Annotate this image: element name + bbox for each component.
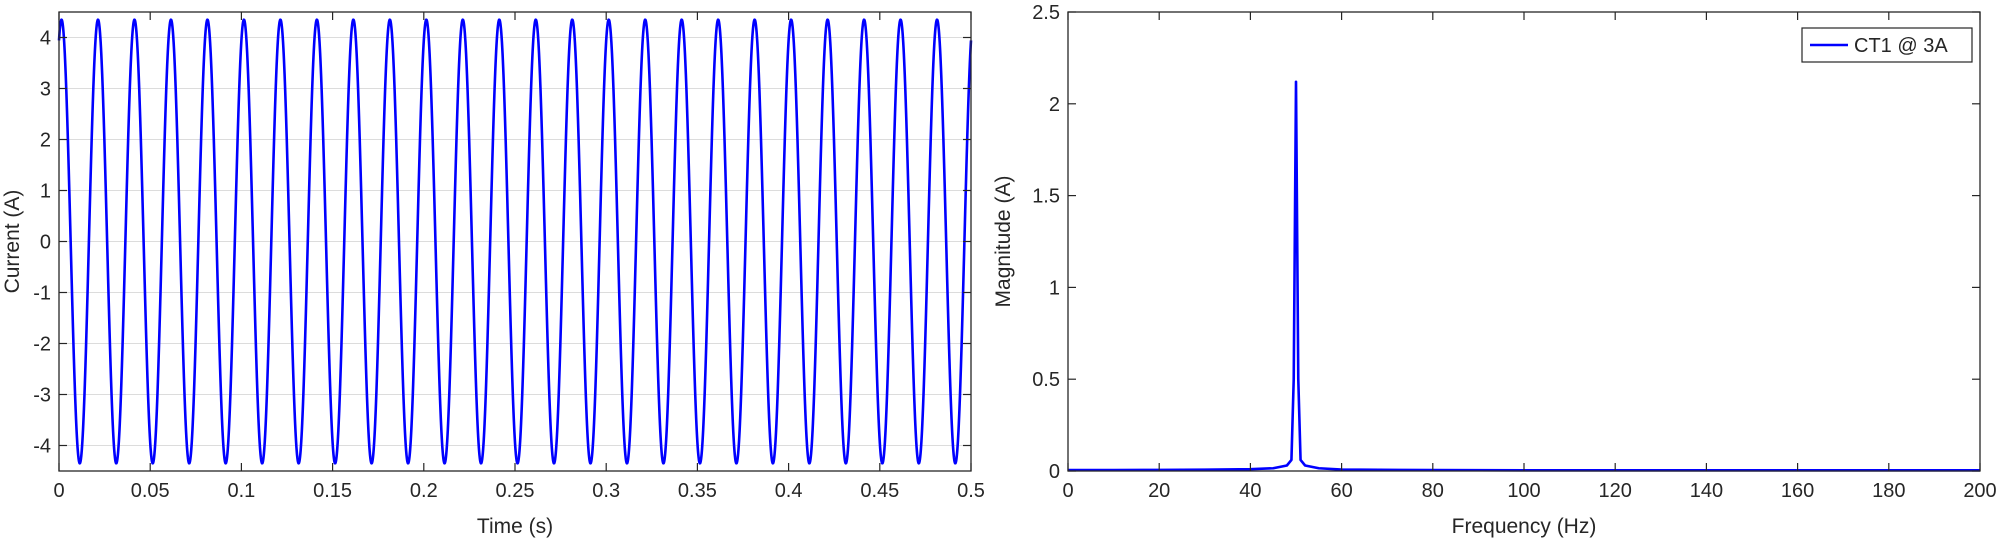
spectrum-x-tick-label: 20 [1148,480,1170,502]
time-x-tick-label: 0.4 [775,480,803,502]
time-x-tick-label: 0 [53,480,64,502]
time-x-tick-label: 0.1 [227,480,255,502]
spectrum-x-tick-label: 120 [1599,480,1632,502]
time-y-tick-label: 2 [40,130,51,152]
spectrum-y-tick-label: 0 [1049,461,1060,483]
time-x-tick-label: 0.15 [313,480,352,502]
spectrum-x-tick-label: 40 [1239,480,1261,502]
spectrum-y-tick-label: 1.5 [1032,186,1060,208]
time-y-tick-label: 4 [40,28,51,50]
spectrum-y-tick-label: 1 [1049,277,1060,299]
time-x-tick-label: 0.3 [592,480,620,502]
time-y-tick-label: -2 [33,334,51,356]
time-y-axis-label: Current (A) [1,190,24,294]
spectrum-x-tick-label: 200 [1963,480,1996,502]
spectrum-x-tick-label: 160 [1781,480,1814,502]
spectrum-y-axis-label: Magnitude (A) [992,176,1015,308]
spectrum-y-tick-label: 2 [1049,94,1060,116]
time-y-tick-label: 3 [40,79,51,101]
legend: CT1 @ 3A [1801,27,1973,63]
spectrum-x-tick-label: 140 [1690,480,1723,502]
time-x-tick-label: 0.2 [410,480,438,502]
time-y-tick-label: -4 [33,436,51,458]
spectrum-x-tick-label: 180 [1872,480,1905,502]
time-x-tick-label: 0.45 [860,480,899,502]
spectrum-series-line [1068,80,1980,472]
time-series-line [57,18,973,465]
spectrum-x-tick-label: 0 [1062,480,1073,502]
time-x-tick-label: 0.05 [131,480,170,502]
spectrum-x-tick-label: 80 [1422,480,1444,502]
legend-entry-label: CT1 @ 3A [1854,35,1948,57]
time-y-tick-label: 0 [40,232,51,254]
spectrum-x-tick-label: 100 [1507,480,1540,502]
spectrum-axes-frame [1067,11,1981,472]
time-y-tick-label: -3 [33,385,51,407]
time-y-tick-label: 1 [40,181,51,203]
time-x-tick-label: 0.25 [496,480,535,502]
spectrum-x-tick-label: 60 [1330,480,1352,502]
time-domain-chart: 0 0.05 0.1 0.15 0.2 0.25 0.3 0.35 0.4 0.45 0.5 -4 -3… [1,11,985,538]
time-x-axis-label: Time (s) [477,515,553,538]
spectrum-y-tick-label: 2.5 [1032,2,1060,24]
frequency-spectrum-chart: 0 20 40 60 80 100 120 140 160 180 200 0 0.5 1 1.5 2 2.5 F… [992,2,1997,538]
time-x-tick-label: 0.5 [957,480,985,502]
spectrum-x-axis-label: Frequency (Hz) [1452,515,1597,538]
time-y-tick-label: -1 [33,283,51,305]
spectrum-y-tick-label: 0.5 [1032,369,1060,391]
time-x-tick-label: 0.35 [678,480,717,502]
